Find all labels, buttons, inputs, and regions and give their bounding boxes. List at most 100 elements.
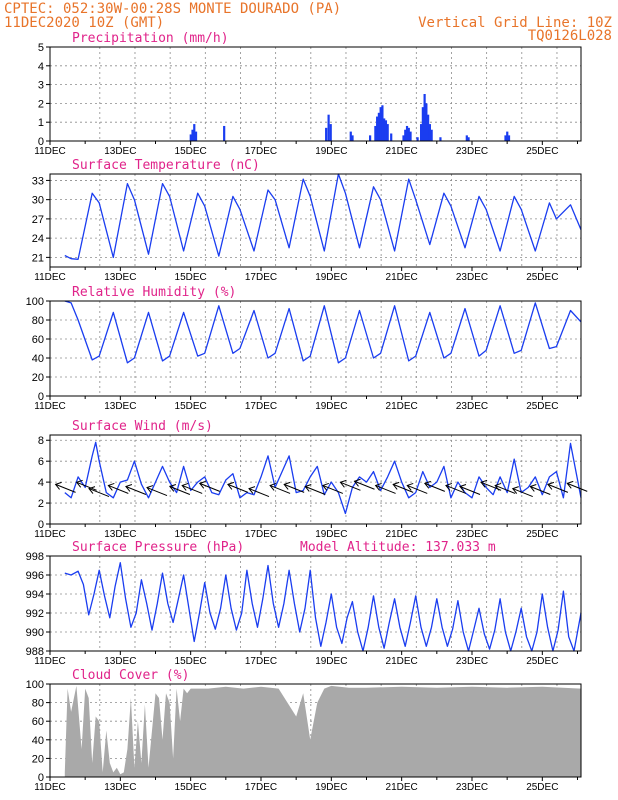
y-tick-label: 0 [38,519,44,531]
panel-title: Surface Wind (m/s) [72,419,213,434]
x-tick-label: 15DEC [175,656,207,667]
panel-temp: 21 24 27 30 33 11DEC 13DEC 15DEC 17DEC 19DEC 21DEC… [32,158,582,283]
wind-vector [494,484,516,494]
wind-vector [55,483,76,493]
precip-bar [409,131,412,141]
precip-bar [194,131,198,141]
wind-vector-head [198,480,206,489]
plot-frame [49,434,582,525]
wind-vector [459,486,481,495]
precip-bar [327,114,330,141]
y-tick-label: 992 [26,608,44,620]
wind-vector-head [269,482,277,491]
x-tick-label: 23DEC [456,272,488,283]
x-tick-label: 21DEC [386,272,418,283]
wind-vector [424,482,446,492]
y-tick-label: 994 [26,589,44,601]
x-tick-label: 11DEC [34,146,66,157]
header-model: TQ0126L028 [528,28,612,44]
wind-vector [269,484,291,494]
precip-bar [416,137,419,141]
x-tick-label: 11DEC [34,529,66,540]
panel-precip: 0 1 2 3 4 5 11DEC 13DEC 15DEC 17DEC 19DEC 21DEC 23DE… [34,31,582,157]
wind-vector-head [88,486,96,494]
precip-bar [193,124,196,141]
precip-bar [191,129,194,141]
y-tick-label: 80 [32,315,44,327]
x-tick-label: 19DEC [315,272,347,283]
x-tick-label: 17DEC [245,782,277,793]
pres-line [64,562,582,652]
x-tick-label: 25DEC [526,529,558,540]
wind-vector-head [146,485,154,493]
wind-vector-head [511,486,519,494]
x-tick-label: 13DEC [104,656,136,667]
model-altitude: Model Altitude: 137.033 m [300,540,496,555]
precip-bar [377,112,380,141]
y-tick-label: 1 [38,117,44,129]
y-tick-label: 21 [32,252,44,264]
wind-line [64,441,582,515]
precip-bar [384,120,388,141]
x-tick-label: 25DEC [526,656,558,667]
panel-title: Cloud Cover (%) [72,668,189,683]
panel-title: Surface Pressure (hPa) [72,540,244,555]
y-tick-label: 0 [38,391,44,403]
wind-vector-head [339,479,347,488]
x-tick-label: 13DEC [104,529,136,540]
wind-vector [305,486,326,495]
x-tick-label: 21DEC [386,146,418,157]
precip-bar [381,105,384,141]
precip-bar [376,116,379,141]
wind-vector [392,483,414,493]
precip-bar [189,134,192,141]
x-tick-label: 23DEC [456,656,488,667]
wind-vector-head [480,479,488,488]
panel-title: Surface Temperature (nC) [72,158,260,173]
x-tick-label: 17DEC [245,401,277,412]
panel-title: Precipitation (mm/h) [72,31,229,46]
wind-vector [530,486,551,495]
precip-bar [325,127,328,141]
wind-vector [547,483,569,493]
panel-wind: 0 2 4 6 8 11DEC 13DEC 15DEC 17DEC 19DEC 21DEC 23DEC… [34,419,588,540]
x-tick-label: 25DEC [526,401,558,412]
x-tick-label: 11DEC [34,401,66,412]
wind-vector [227,483,249,493]
y-tick-label: 8 [38,435,44,447]
y-tick-label: 80 [32,698,44,710]
wind-vector-head [75,479,83,488]
wind-vector [375,484,396,494]
precip-bar [467,137,470,141]
wind-vector-head [54,481,62,490]
y-tick-label: 6 [38,456,44,468]
x-tick-label: 19DEC [315,146,347,157]
wind-vector-head [374,482,382,491]
x-tick-label: 15DEC [175,782,207,793]
x-tick-label: 17DEC [245,146,277,157]
precip-bar [349,131,352,141]
precip-bar [425,103,428,141]
wind-vector [248,488,270,498]
wind-vector [283,483,305,493]
temp-line [64,173,582,260]
precip-bar [383,118,386,141]
wind-vector-head [248,486,256,494]
y-tick-label: 60 [32,334,44,346]
x-tick-label: 13DEC [104,272,136,283]
wind-vector-head [181,482,189,491]
precip-bar [351,135,354,141]
y-tick-label: 998 [26,551,44,563]
precip-bar [423,94,426,141]
precip-bar [439,137,442,141]
x-tick-label: 15DEC [175,272,207,283]
y-tick-label: 988 [26,646,44,658]
x-tick-label: 13DEC [104,782,136,793]
precip-bar [390,133,393,141]
x-tick-label: 15DEC [175,401,207,412]
wind-vector-head [107,482,115,491]
wind-vector-head [227,481,235,490]
y-tick-label: 33 [32,175,44,187]
y-tick-label: 5 [38,42,44,54]
